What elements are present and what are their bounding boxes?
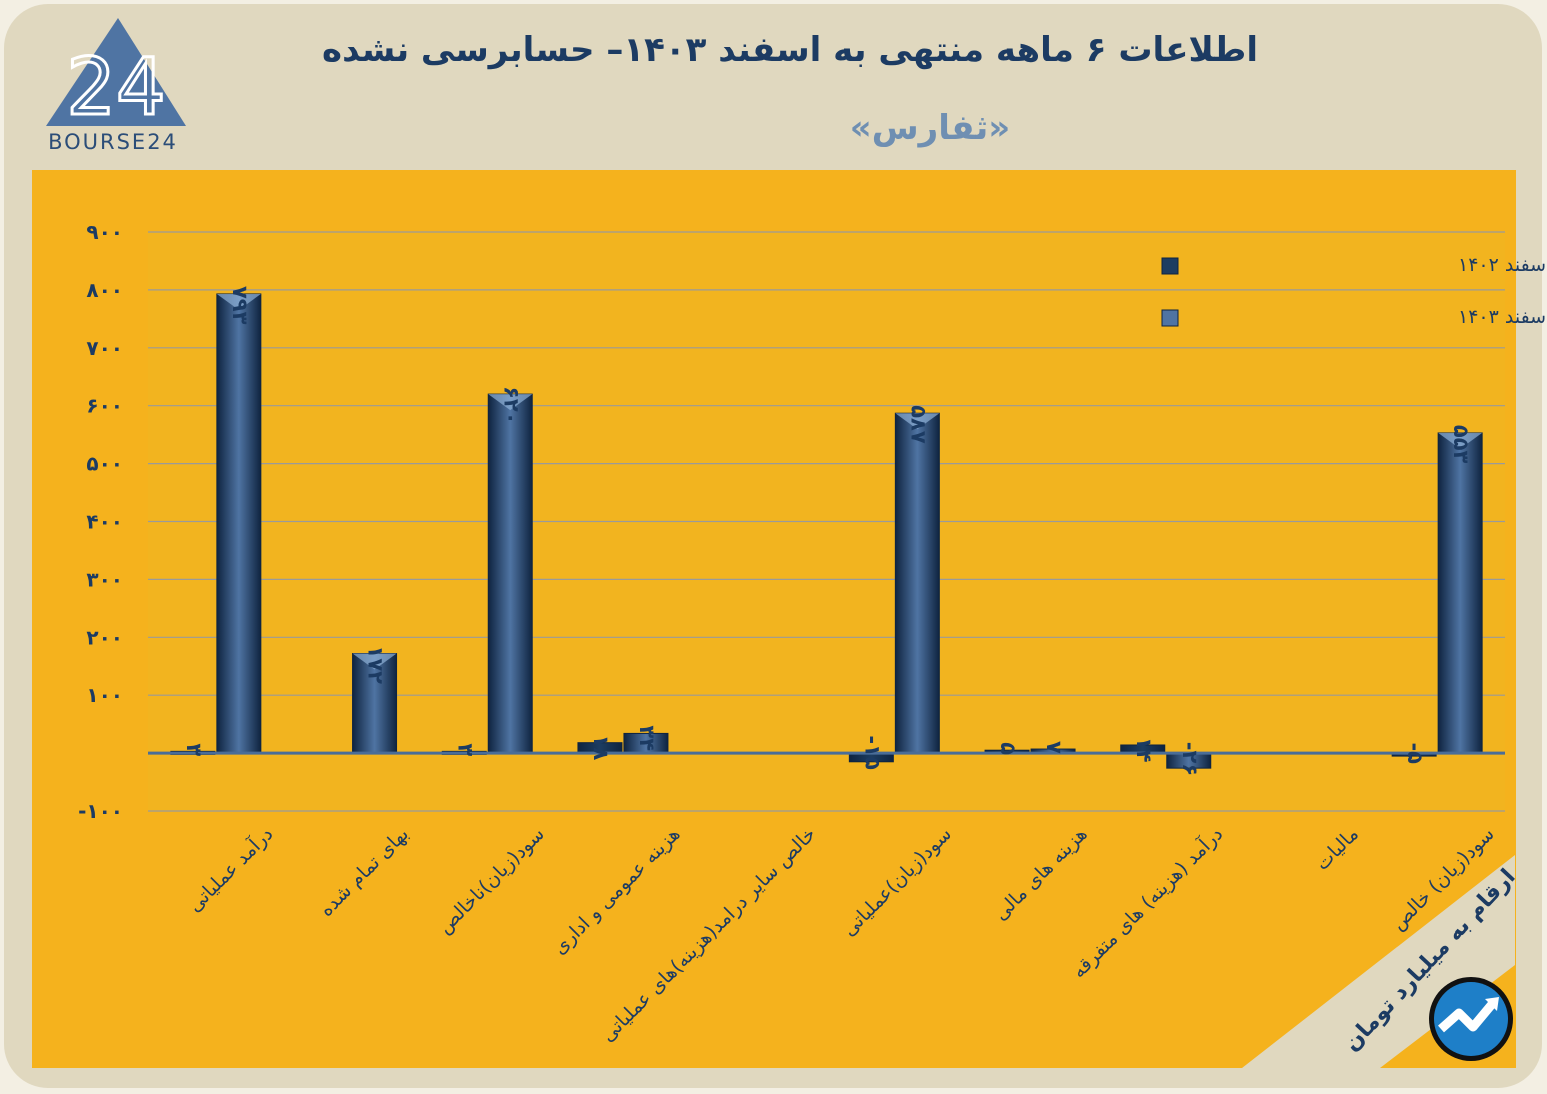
bar-cap — [352, 653, 397, 670]
bar-value-label: ۵۸۷ — [906, 405, 930, 444]
y-tick-label: ۲۰۰ — [86, 625, 123, 649]
bars — [170, 293, 1483, 769]
bar-cap — [488, 394, 533, 411]
y-tick-label: ۵۰۰ — [86, 452, 123, 476]
x-category-label: هزینه عمومی و اداری — [549, 823, 685, 959]
bar-cap — [1438, 432, 1483, 449]
bar-value-label: ۷۹۳ — [228, 286, 252, 325]
y-tick-label: ۷۰۰ — [86, 336, 123, 360]
value-labels: ۳ ۳ ۱۸ -۱۵ ۵ ۱۴ -۵ ۷۹۳ ۱۷۲ ۶۲۰ ۳۴ ۵۸۷ ۷ -۲۶ ۵۵۳ — [182, 286, 1473, 776]
bar-value-label: ۳ — [453, 743, 477, 756]
y-tick-label: ۱۰۰ — [86, 683, 123, 707]
trend-logo-icon — [1429, 977, 1513, 1061]
bar-value-label: ۵۵۳ — [1449, 425, 1473, 464]
legend-swatch — [1161, 309, 1179, 327]
x-category-label: درآمد (هزینه) های متفرقه — [1066, 822, 1227, 983]
bar-cap — [895, 413, 940, 430]
bar — [487, 393, 533, 754]
y-tick-label: ۸۰۰ — [86, 278, 123, 302]
bar-value-label: ۷ — [1042, 741, 1066, 754]
bar — [216, 293, 262, 754]
bar-value-label: ۵ — [996, 742, 1020, 755]
bar-value-label: ۳۴ — [635, 725, 659, 751]
x-axis: درآمد عملیاتی بهای تمام شده سود(زیان)ناخال… — [182, 822, 1498, 1047]
chart-title: اطلاعات ۶ ماهه منتهی به اسفند ۱۴۰۳– حساب… — [322, 30, 1258, 70]
logo-mark: 24 — [66, 43, 165, 133]
x-category-label: سود(زیان)عملیاتی — [838, 823, 956, 941]
legend-label: عملکرد منتهی به اسفند ۱۴۰۲ — [1458, 254, 1547, 276]
x-category-label: بهای تمام شده — [315, 823, 413, 921]
x-category-label: مالیات — [1311, 823, 1363, 875]
x-category-label: درآمد عملیاتی — [182, 822, 277, 917]
bar — [894, 412, 940, 754]
legend-swatch — [1161, 257, 1179, 275]
bar-value-label: -۲۶ — [1178, 742, 1202, 776]
bar — [1437, 432, 1483, 754]
legend: عملکرد منتهی به اسفند ۱۴۰۲ عملکرد منتهی ب… — [1161, 254, 1547, 328]
y-tick-label: -۱۰۰ — [78, 799, 123, 823]
bar-value-label: ۳ — [182, 743, 206, 756]
y-tick-label: ۶۰۰ — [86, 394, 123, 418]
bar-value-label: -۱۵ — [860, 735, 884, 770]
bar-value-label: ۱۸ — [589, 735, 613, 761]
bar-value-label: -۵ — [1403, 742, 1427, 764]
x-category-label: هزینه های مالی — [990, 823, 1092, 925]
bar-value-label: ۱۴ — [1132, 737, 1156, 763]
logo-text: BOURSE24 — [48, 130, 178, 154]
bourse24-logo: 24 — [46, 18, 186, 135]
legend-label: عملکرد منتهی به اسفند ۱۴۰۳ — [1458, 306, 1547, 328]
y-axis: -۱۰۰ ۱۰۰ ۲۰۰ ۳۰۰ ۴۰۰ ۵۰۰ ۶۰۰ ۷۰۰ ۸۰۰ ۹۰۰ — [78, 220, 123, 823]
gridlines — [148, 231, 1505, 812]
bar-value-label: ۶۲۰ — [499, 386, 523, 424]
bar-value-label: ۱۷۲ — [364, 646, 388, 685]
x-category-label: خالص سایر درامد(هزینه)های عملیاتی — [597, 823, 820, 1046]
y-tick-label: ۴۰۰ — [86, 510, 123, 534]
y-tick-label: ۳۰۰ — [86, 567, 123, 591]
y-tick-label: ۹۰۰ — [86, 220, 123, 244]
bar-cap — [216, 293, 261, 310]
company-symbol: «ثفارس» — [849, 108, 1011, 148]
x-category-label: سود(زیان)ناخالص — [434, 823, 549, 938]
